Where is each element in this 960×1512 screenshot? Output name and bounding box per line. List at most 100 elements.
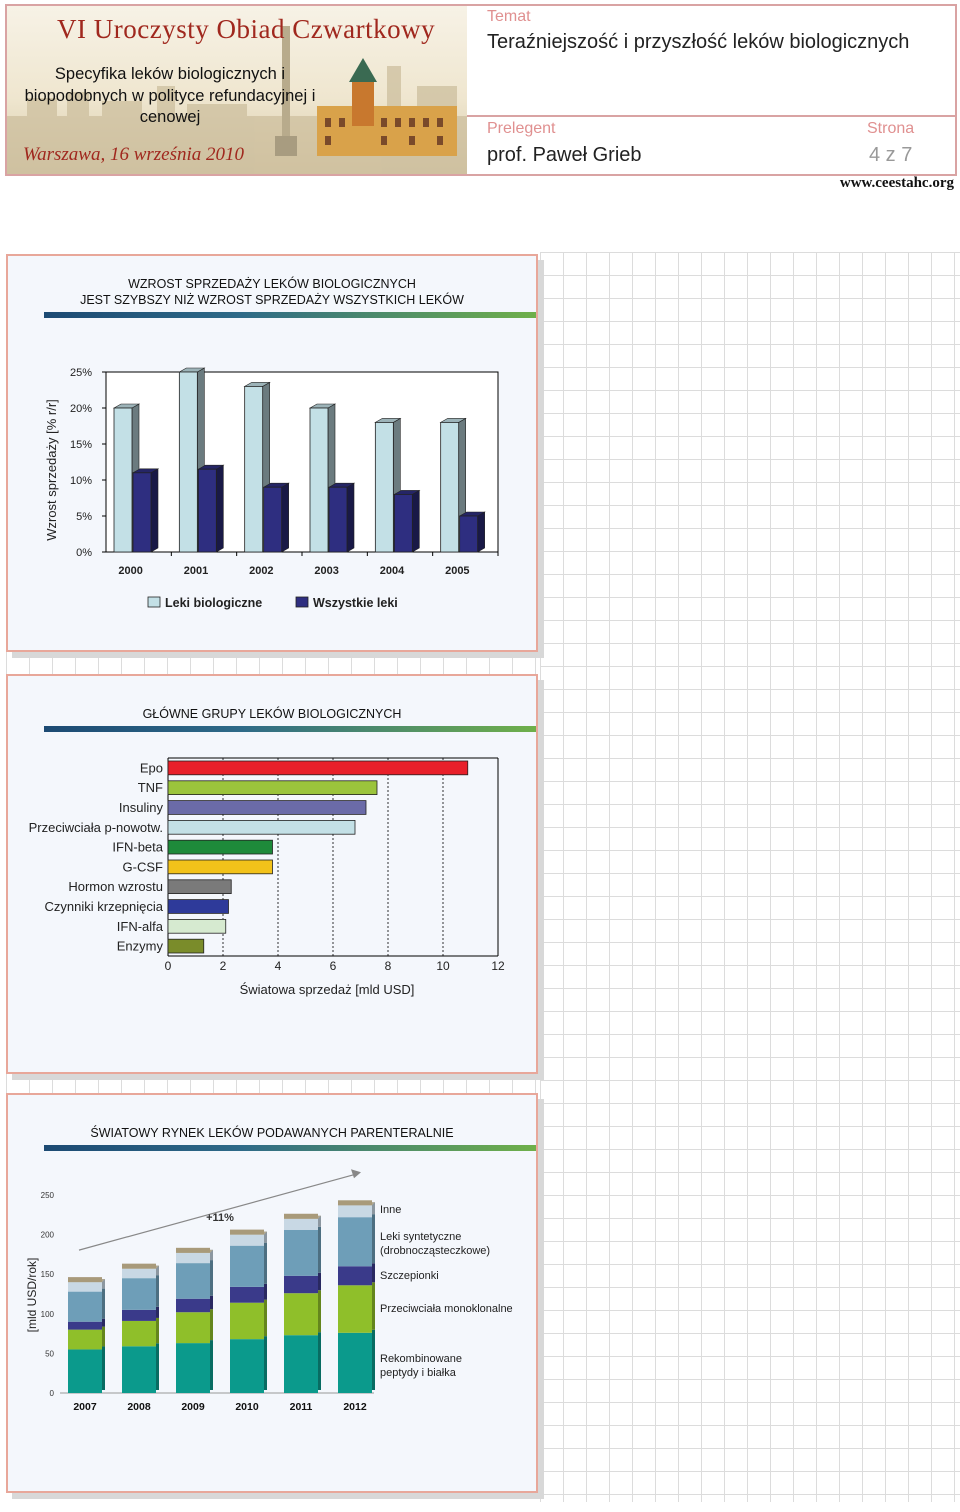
bar — [167, 899, 229, 914]
prelegent-label: Prelegent — [487, 120, 556, 137]
y-tick-label: 50 — [45, 1349, 54, 1358]
stack-segment-side — [264, 1283, 267, 1300]
category-label: TNF — [138, 780, 163, 795]
stack-cap — [284, 1213, 318, 1219]
stack-segment — [284, 1275, 318, 1294]
event-banner: VI Uroczysty Obiad Czwartkowy Specyfika … — [7, 6, 467, 174]
y-tick-label: 5% — [76, 511, 92, 523]
x-tick-label: 0 — [165, 959, 172, 973]
stack-segment — [68, 1282, 102, 1292]
stack-segment-side — [210, 1295, 213, 1310]
stack-segment-side — [102, 1279, 105, 1289]
x-tick-label: 2 — [220, 959, 227, 973]
stack-segment-side — [156, 1265, 159, 1276]
chart2-title: GŁÓWNE GRUPY LEKÓW BIOLOGICZNYCH — [142, 707, 402, 721]
title-accent-bar — [44, 312, 536, 318]
y-axis-label: Wzrost sprzedaży [% r/r] — [44, 399, 59, 541]
x-tick-label: 2010 — [235, 1401, 259, 1413]
bar — [167, 780, 378, 796]
stack-segment — [284, 1335, 318, 1393]
legend-label: Przeciwciała monoklonalne — [380, 1303, 513, 1315]
bar — [167, 839, 273, 855]
stack-segment-side — [372, 1202, 375, 1215]
bar-biologic — [178, 371, 198, 553]
event-place-date: Warszawa, 16 września 2010 — [23, 144, 245, 165]
strona-value: 4 z 7 — [869, 144, 913, 166]
strona-label: Strona — [867, 120, 915, 137]
trend-arrow-head — [351, 1169, 361, 1179]
y-tick-label: 0 — [50, 1389, 55, 1398]
stack-segment — [230, 1234, 264, 1246]
bar-all — [263, 486, 283, 553]
category-label: Przeciwciała p-nowotw. — [29, 820, 163, 835]
y-tick-label: 100 — [41, 1310, 55, 1319]
stack-segment — [176, 1312, 210, 1344]
x-tick-label: 2002 — [249, 565, 273, 577]
stack-segment-side — [264, 1231, 267, 1243]
y-tick-label: 20% — [70, 403, 92, 415]
stack-cap — [230, 1229, 264, 1235]
y-tick-label: 10% — [70, 475, 92, 487]
bar-side-all — [216, 464, 224, 553]
bar-side-all — [477, 511, 485, 553]
stack-segment-side — [102, 1346, 105, 1390]
stack-cap — [338, 1200, 372, 1206]
stack-cap — [68, 1277, 102, 1283]
x-tick-label: 8 — [385, 959, 392, 973]
stack-segment — [338, 1285, 372, 1333]
stack-segment-side — [210, 1309, 213, 1341]
legend-label: (drobnocząsteczkowe) — [380, 1245, 490, 1257]
category-label: G-CSF — [123, 859, 164, 874]
header-divider — [467, 115, 955, 117]
x-tick-label: 2000 — [118, 565, 142, 577]
legend-swatch — [295, 596, 309, 608]
stack-segment-side — [156, 1306, 159, 1318]
bar — [167, 800, 367, 815]
stack-segment-side — [210, 1249, 213, 1261]
title-accent-bar — [44, 726, 536, 732]
x-tick-label: 2008 — [127, 1401, 151, 1413]
stack-segment — [68, 1349, 102, 1393]
stack-segment — [68, 1329, 102, 1350]
chart3-svg: 0 50 100 150 200 250 2007 2008 2009 2010 2011 2012 +… — [25, 1169, 513, 1413]
legend-swatch — [147, 596, 161, 608]
header-info: Temat Teraźniejszość i przyszłość leków … — [467, 6, 955, 174]
stack-segment — [176, 1263, 210, 1299]
event-topic: Specyfika leków biologicznych i biopodob… — [24, 65, 316, 126]
bar-all — [393, 493, 413, 553]
y-tick-label: 0% — [76, 547, 92, 559]
bar-biologic — [244, 385, 264, 553]
stack-segment-side — [264, 1299, 267, 1337]
stack-segment — [122, 1346, 156, 1393]
chart2-svg: 0 2 4 6 8 10 12 Epo TNF Insuliny Przeciwciała p-no… — [29, 757, 505, 997]
temat-value: Teraźniejszość i przyszłość leków biolog… — [487, 31, 910, 53]
website-url[interactable]: www.ceestahc.org — [839, 175, 954, 191]
prelegent-value: prof. Paweł Grieb — [487, 144, 642, 166]
stack-segment — [122, 1320, 156, 1347]
x-tick-label: 2005 — [445, 565, 469, 577]
x-axis-label: Światowa sprzedaż [mld USD] — [240, 982, 415, 997]
y-axis-label: [mld USD/rok] — [25, 1258, 39, 1333]
bar-biologic — [309, 407, 329, 553]
stack-segment-side — [102, 1288, 105, 1319]
stack-segment — [122, 1309, 156, 1321]
x-tick-label: 6 — [330, 959, 337, 973]
stack-segment-side — [372, 1263, 375, 1283]
stack-segment — [230, 1245, 264, 1287]
stack-segment-side — [318, 1272, 321, 1291]
chart3-title: ŚWIATOWY RYNEK LEKÓW PODAWANYCH PARENTER… — [90, 1126, 454, 1140]
stack-segment — [284, 1229, 318, 1276]
legend-label: peptydy i białka — [380, 1367, 457, 1379]
x-tick-label: 2009 — [181, 1401, 205, 1413]
bar-side-all — [150, 468, 159, 553]
bar — [167, 819, 356, 835]
bar-biologic — [113, 407, 133, 553]
legend-label: Leki biologiczne — [165, 596, 262, 610]
title-accent-bar — [44, 1145, 536, 1151]
stack-segment — [68, 1291, 102, 1322]
stack-segment-side — [372, 1214, 375, 1264]
stack-cap — [122, 1263, 156, 1269]
stack-segment-side — [372, 1329, 375, 1390]
stack-segment-side — [102, 1318, 105, 1327]
bar — [167, 918, 227, 934]
